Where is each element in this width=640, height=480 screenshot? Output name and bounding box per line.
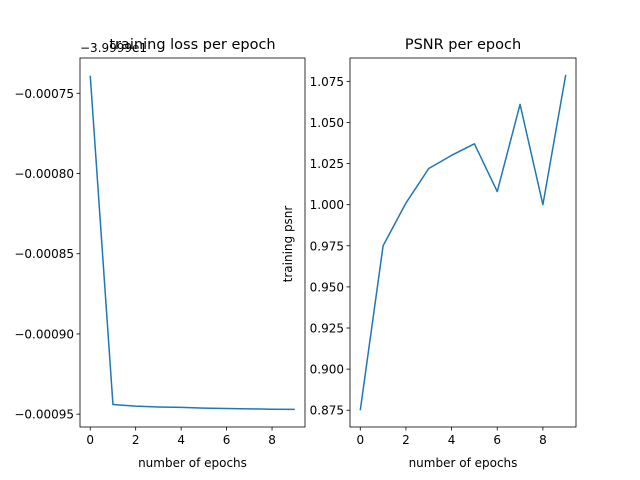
loss-ytick-label: −0.00095 [14,408,74,422]
psnr-ytick-label: 1.075 [310,75,344,89]
psnr-ytick-label: 0.975 [310,239,344,253]
loss-xtick-label: 6 [223,433,231,447]
psnr-ytick-label: 1.025 [310,157,344,171]
psnr-xtick-label: 4 [448,433,456,447]
psnr-chart: PSNR per epoch 0 2 4 6 8 0.875 0.900 0.925 0.950… [281,37,577,470]
psnr-series-line [359,74,567,411]
loss-ytick-label: −0.00090 [14,327,74,341]
psnr-ytick-label: 0.900 [310,363,344,377]
psnr-chart-ticks: 0 2 4 6 8 0.875 0.900 0.925 0.950 0.975 1.000 1.025… [310,75,547,447]
loss-xtick-label: 2 [132,433,140,447]
psnr-chart-ylabel: training psnr [281,206,295,283]
loss-xtick-label: 4 [177,433,185,447]
loss-ytick-label: −0.00080 [14,167,74,181]
psnr-chart-xlabel: number of epochs [409,456,518,470]
loss-chart-frame [79,57,306,428]
loss-xtick-label: 0 [86,433,94,447]
psnr-chart-frame [349,57,577,428]
loss-ytick-label: −0.00075 [14,87,74,101]
psnr-ytick-label: 0.875 [310,404,344,418]
psnr-xtick-label: 8 [539,433,547,447]
loss-series-line [89,75,295,411]
loss-chart-offset-label: −3.9999e1 [80,41,147,55]
psnr-ytick-label: 1.050 [310,116,344,130]
psnr-xtick-label: 6 [493,433,501,447]
psnr-ytick-label: 0.950 [310,280,344,294]
psnr-ytick-label: 1.000 [310,198,344,212]
psnr-xtick-label: 0 [356,433,364,447]
psnr-xtick-label: 2 [402,433,410,447]
loss-chart-ticks: 0 2 4 6 8 −0.00095 −0.00090 −0.00085 −0.00080 −0.… [14,87,276,447]
loss-chart: training loss per epoch −3.9999e1 0 2 4 6 8 −… [14,37,306,470]
loss-chart-xlabel: number of epochs [138,456,247,470]
loss-ytick-label: −0.00085 [14,247,74,261]
psnr-ytick-label: 0.925 [310,322,344,336]
loss-xtick-label: 8 [268,433,276,447]
loss-chart-title: training loss per epoch [109,37,275,53]
psnr-chart-title: PSNR per epoch [405,37,521,53]
